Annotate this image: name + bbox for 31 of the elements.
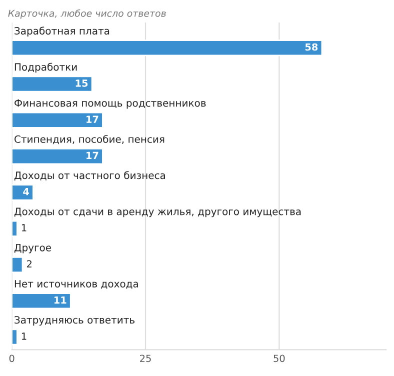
bar — [12, 256, 24, 274]
y-tick-label: Подработки — [14, 62, 77, 73]
y-tick-label: Затрудняюсь ответить — [14, 316, 134, 326]
bar — [12, 220, 18, 237]
bar — [12, 76, 93, 92]
data-label: 15 — [76, 80, 88, 87]
data-label: 17 — [86, 116, 98, 123]
y-tick-label: Стипендия, пособие, пенсия — [14, 135, 164, 144]
bar — [12, 328, 18, 346]
y-tick-label: Заработная плата — [14, 26, 110, 37]
bar — [12, 112, 104, 128]
y-tick-label: Другое — [14, 244, 52, 254]
x-tick-label: 0 — [9, 354, 14, 362]
chart-title: Карточка, любое число ответов — [8, 9, 166, 19]
bar — [12, 148, 104, 165]
data-label: 2 — [26, 260, 32, 268]
data-label: 4 — [23, 188, 30, 196]
y-tick-label: Доходы от частного бизнеса — [14, 171, 165, 181]
x-tick-label: 25 — [140, 354, 151, 362]
data-label: 58 — [305, 43, 318, 51]
bar — [12, 184, 34, 201]
data-label: 17 — [86, 152, 98, 159]
data-label: 11 — [54, 296, 66, 304]
data-label: 1 — [22, 332, 26, 340]
y-tick-label: Доходы от сдачи в аренду жилья, другого имущества — [14, 208, 301, 218]
data-label: 1 — [22, 224, 26, 232]
y-tick-label: Нет источников дохода — [14, 280, 138, 289]
bar — [12, 40, 323, 56]
x-tick-label: 50 — [274, 354, 285, 362]
y-tick-label: Финансовая помощь родственников — [14, 99, 206, 109]
bar — [12, 292, 72, 310]
